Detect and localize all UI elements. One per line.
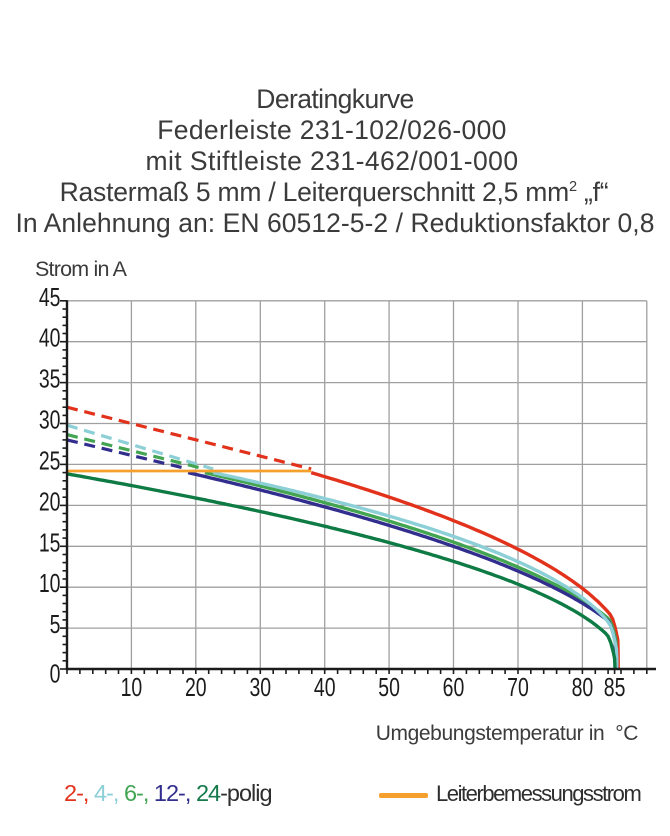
svg-text:50: 50 [378,672,400,702]
svg-text:25: 25 [39,446,61,476]
svg-text:20: 20 [39,487,61,517]
svg-text:40: 40 [314,672,336,702]
svg-text:80: 80 [572,672,594,702]
svg-text:70: 70 [507,672,529,702]
svg-text:60: 60 [443,672,465,702]
svg-text:85: 85 [604,672,626,702]
svg-text:30: 30 [249,672,271,702]
svg-text:45: 45 [39,282,61,312]
svg-text:0: 0 [50,659,61,689]
svg-text:5: 5 [50,609,61,639]
svg-text:40: 40 [39,323,61,353]
svg-text:30: 30 [39,405,61,435]
svg-text:20: 20 [185,672,207,702]
svg-text:10: 10 [39,568,61,598]
svg-text:10: 10 [121,672,143,702]
svg-text:15: 15 [39,527,61,557]
svg-text:35: 35 [39,364,61,394]
